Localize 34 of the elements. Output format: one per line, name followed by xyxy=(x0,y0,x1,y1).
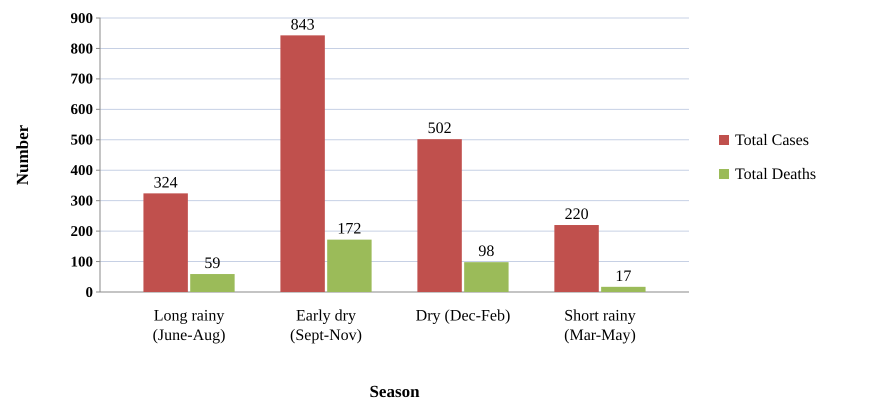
x-tick-label: Long rainy (June-Aug) xyxy=(152,308,226,344)
data-label: 59 xyxy=(204,255,220,272)
y-tick-label: 600 xyxy=(70,102,93,118)
x-tick-label: Dry (Dec-Feb) xyxy=(416,308,510,325)
x-tick-label: Short rainy (Mar-May) xyxy=(564,308,636,344)
data-label: 172 xyxy=(337,220,362,238)
y-tick-label: 700 xyxy=(70,72,93,88)
x-axis-title: Season xyxy=(369,382,420,401)
y-tick-label: 500 xyxy=(70,132,93,149)
data-label: 843 xyxy=(290,16,315,34)
bar xyxy=(280,35,325,292)
bar xyxy=(327,240,372,292)
y-tick-label: 200 xyxy=(70,224,93,240)
data-label: 324 xyxy=(154,174,178,192)
y-tick-label: 100 xyxy=(70,254,93,270)
y-tick-label: 900 xyxy=(70,10,93,27)
x-tick-label: Early dry (Sept-Nov) xyxy=(290,308,362,344)
legend-label: Total Cases xyxy=(735,132,809,149)
y-tick-label: 800 xyxy=(70,41,93,58)
bar xyxy=(143,193,188,292)
bar xyxy=(417,139,462,292)
y-tick-label: 0 xyxy=(86,284,93,301)
data-label: 17 xyxy=(615,268,632,285)
legend-label: Total Deaths xyxy=(735,166,816,183)
bar xyxy=(190,274,235,292)
data-label: 220 xyxy=(564,206,589,224)
bar xyxy=(601,286,646,292)
bar xyxy=(554,225,599,292)
y-tick-label: 300 xyxy=(70,193,93,210)
data-label: 502 xyxy=(428,120,452,138)
data-label: 98 xyxy=(478,243,494,260)
bar xyxy=(464,262,509,292)
y-axis-title: Number xyxy=(13,124,32,186)
y-tick-label: 400 xyxy=(70,163,93,180)
